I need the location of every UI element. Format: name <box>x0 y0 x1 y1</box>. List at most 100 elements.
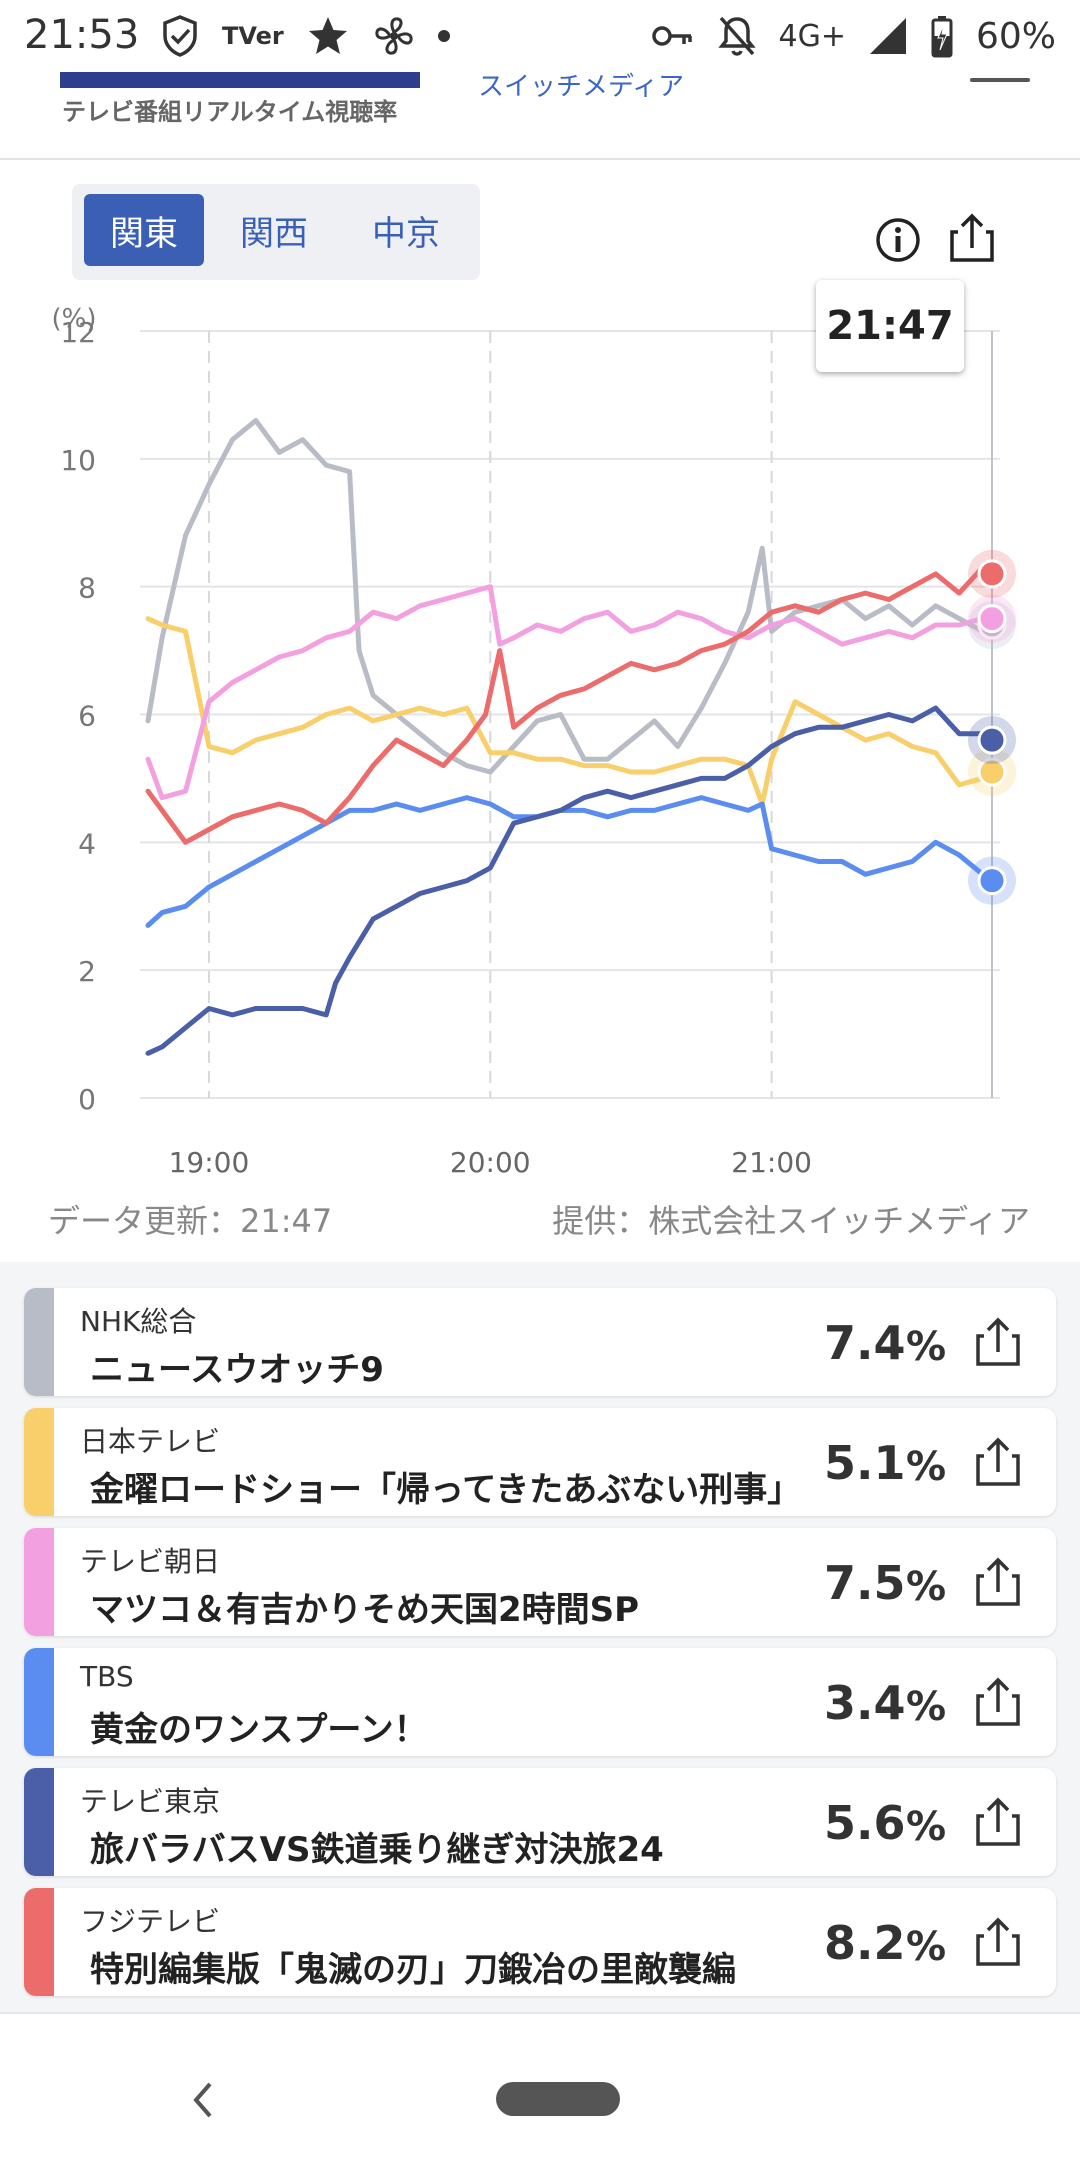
signal-icon <box>868 10 908 62</box>
data-updated: データ更新：21:47 <box>48 1202 333 1240</box>
share-icon[interactable] <box>968 1792 1028 1852</box>
rating-value: 3.4 <box>824 1676 906 1730</box>
tab-chukyo[interactable]: 中京 <box>372 213 440 254</box>
rating-value: 7.5 <box>824 1556 906 1610</box>
station-color-stripe <box>24 1648 54 1756</box>
series-end-dot <box>977 604 1007 634</box>
station-name: 日本テレビ <box>80 1425 221 1458</box>
station-name: NHK総合 <box>80 1305 197 1338</box>
share-icon[interactable] <box>968 1912 1028 1972</box>
share-icon[interactable] <box>968 1312 1028 1372</box>
share-icon[interactable] <box>968 1552 1028 1612</box>
rating-value: 5.6 <box>824 1796 906 1850</box>
rating-unit: % <box>906 1684 947 1730</box>
program-title: マツコ＆有吉かりそめ天国2時間SP <box>90 1590 640 1630</box>
share-icon[interactable] <box>968 1672 1028 1732</box>
rating-card-tv-tokyo[interactable]: テレビ東京 旅バラバスVS鉄道乗り継ぎ対決旅24 5.6 % <box>24 1768 1056 1876</box>
ratings-chart: 0 2 4 6 8 10 12(%) 19:00 20:00 21:00 <box>52 304 1016 1179</box>
station-name: テレビ東京 <box>80 1785 221 1818</box>
notification-dot-icon <box>437 10 450 62</box>
rating-unit: % <box>906 1804 947 1850</box>
app-header: テレビ番組リアルタイム視聴率 スイッチメディア <box>0 72 1080 160</box>
y-tick-label: 12 <box>60 316 96 349</box>
menu-icon[interactable] <box>970 78 1030 82</box>
tab-kanto[interactable]: 関東 <box>84 194 204 266</box>
rating-card-tbs[interactable]: TBS 黄金のワンスプーン！ 3.4 % <box>24 1648 1056 1756</box>
station-name: フジテレビ <box>80 1905 221 1938</box>
x-tick-label: 19:00 <box>169 1146 250 1179</box>
y-tick-label: 0 <box>78 1083 96 1116</box>
x-tick-label: 20:00 <box>450 1146 531 1179</box>
series-line <box>145 584 995 801</box>
program-title: ニュースウオッチ9 <box>90 1350 384 1390</box>
series-end-dot <box>977 866 1007 896</box>
share-chart-icon[interactable] <box>944 210 1000 266</box>
key-icon <box>651 10 695 62</box>
y-tick-label: 6 <box>78 700 96 733</box>
program-title: 金曜ロードショー「帰ってきたあぶない刑事」 <box>90 1470 802 1510</box>
series-end-dot <box>977 559 1007 589</box>
series-line <box>145 565 995 845</box>
rating-card-nhk[interactable]: NHK総合 ニュースウオッチ9 7.4 % <box>24 1288 1056 1396</box>
rating-value: 7.4 <box>824 1316 906 1370</box>
network-type: 4G+ <box>778 18 846 54</box>
home-pill[interactable] <box>496 2082 620 2116</box>
chart-grid <box>140 330 1000 1099</box>
back-icon[interactable] <box>188 2078 216 2133</box>
rating-card-ntv[interactable]: 日本テレビ 金曜ロードショー「帰ってきたあぶない刑事」 5.1 % <box>24 1408 1056 1516</box>
chart-end-markers <box>968 549 1016 905</box>
fan-icon <box>372 10 416 62</box>
station-color-stripe <box>24 1768 54 1876</box>
data-provider: 提供：株式会社スイッチメディア <box>552 1202 1030 1240</box>
y-tick-label: 10 <box>60 444 96 477</box>
battery-charging-icon <box>930 10 954 62</box>
station-color-stripe <box>24 1528 54 1636</box>
shield-check-icon <box>160 10 200 62</box>
station-color-stripe <box>24 1888 54 1996</box>
program-title: 特別編集版「鬼滅の刃」刀鍛冶の里敵襲編 <box>90 1950 736 1990</box>
rating-value: 8.2 <box>824 1916 906 1970</box>
x-tick-label: 21:00 <box>731 1146 812 1179</box>
ratings-list: NHK総合 ニュースウオッチ9 7.4 % 日本テレビ 金曜ロードショー「帰って… <box>0 1262 1080 2012</box>
share-icon[interactable] <box>968 1432 1028 1492</box>
brand-subtitle: テレビ番組リアルタイム視聴率 <box>62 98 398 126</box>
rating-unit: % <box>906 1444 947 1490</box>
rating-unit: % <box>906 1324 947 1370</box>
brand-logo <box>60 72 440 88</box>
chart-axis-labels: 0 2 4 6 8 10 12(%) 19:00 20:00 21:00 <box>52 304 812 1179</box>
info-icon[interactable] <box>872 214 924 266</box>
station-color-stripe <box>24 1408 54 1516</box>
bell-off-icon <box>717 10 757 62</box>
y-tick-label: 2 <box>78 955 96 988</box>
series-end-dot <box>977 757 1007 787</box>
series-end-dot <box>977 725 1007 755</box>
navigation-bar <box>0 2012 1080 2162</box>
battery-percent: 60% <box>975 15 1056 57</box>
tab-kansai[interactable]: 関西 <box>240 213 308 254</box>
station-name: テレビ朝日 <box>80 1545 221 1578</box>
rating-card-fuji-tv[interactable]: フジテレビ 特別編集版「鬼滅の刃」刀鍛冶の里敵襲編 8.2 % <box>24 1888 1056 1996</box>
rating-card-tv-asahi[interactable]: テレビ朝日 マツコ＆有吉かりそめ天国2時間SP 7.5 % <box>24 1528 1056 1636</box>
series-line <box>145 616 995 807</box>
program-title: 黄金のワンスプーン！ <box>90 1710 428 1750</box>
y-tick-label: 4 <box>78 827 96 860</box>
station-color-stripe <box>24 1288 54 1396</box>
star-icon <box>306 10 350 62</box>
rating-unit: % <box>906 1924 947 1970</box>
brand-right-text: スイッチメディア <box>478 72 685 102</box>
region-tabs: 関東 関西 中京 <box>72 184 480 280</box>
rating-unit: % <box>906 1564 947 1610</box>
y-tick-label: 8 <box>78 572 96 605</box>
program-title: 旅バラバスVS鉄道乗り継ぎ対決旅24 <box>90 1830 664 1870</box>
chart-series <box>145 418 995 1056</box>
status-time: 21:53 <box>24 12 140 58</box>
station-name: TBS <box>80 1660 134 1693</box>
series-line <box>145 705 995 1056</box>
tver-icon: TVer <box>222 22 284 50</box>
series-line <box>145 795 995 928</box>
y-unit-label: (%) <box>52 304 97 334</box>
chart-tooltip: 21:47 <box>816 280 964 372</box>
series-line <box>145 418 995 775</box>
rating-value: 5.1 <box>824 1436 906 1490</box>
status-bar: 21:53 TVer 4G+ 60% <box>0 0 1080 72</box>
